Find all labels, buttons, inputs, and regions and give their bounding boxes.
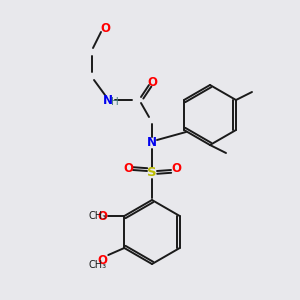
- Text: N: N: [103, 94, 113, 106]
- Text: O: O: [147, 76, 157, 88]
- Text: O: O: [100, 22, 110, 34]
- Text: O: O: [97, 254, 107, 266]
- Text: H: H: [111, 97, 119, 107]
- Text: S: S: [147, 167, 157, 179]
- Text: CH₃: CH₃: [88, 211, 106, 221]
- Text: N: N: [147, 136, 157, 149]
- Text: O: O: [171, 161, 181, 175]
- Text: O: O: [97, 209, 107, 223]
- Text: CH₃: CH₃: [88, 260, 106, 270]
- Text: O: O: [123, 161, 133, 175]
